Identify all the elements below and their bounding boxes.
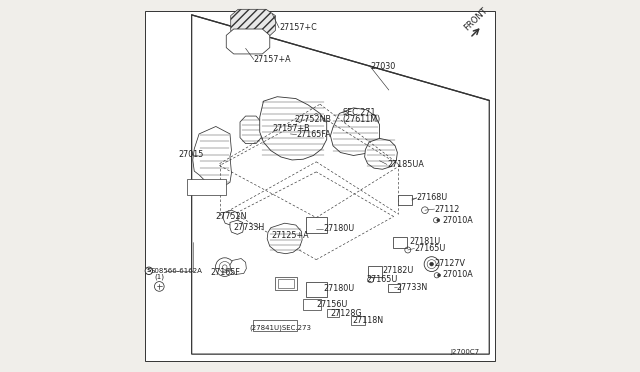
- Polygon shape: [330, 108, 380, 155]
- Polygon shape: [230, 220, 244, 234]
- Polygon shape: [191, 15, 489, 354]
- Text: 27165F: 27165F: [210, 268, 240, 277]
- Text: S: S: [147, 268, 151, 273]
- Text: 27752NB: 27752NB: [294, 115, 331, 124]
- Circle shape: [438, 274, 440, 277]
- Text: S08566-6162A: S08566-6162A: [150, 268, 202, 274]
- Bar: [397, 195, 412, 205]
- Bar: [306, 217, 326, 233]
- Bar: [388, 284, 399, 292]
- Text: 27112: 27112: [435, 205, 460, 214]
- Text: 27733N: 27733N: [397, 283, 428, 292]
- Text: 27165FA: 27165FA: [296, 130, 331, 139]
- Bar: [253, 320, 298, 331]
- Text: 27185UA: 27185UA: [387, 160, 424, 169]
- Text: 27118N: 27118N: [353, 316, 384, 325]
- Text: 27125+A: 27125+A: [271, 231, 309, 240]
- Text: 27015: 27015: [178, 150, 204, 159]
- Polygon shape: [260, 97, 326, 160]
- Bar: [327, 309, 339, 317]
- Text: J2700C7: J2700C7: [451, 349, 480, 355]
- Text: 27157+C: 27157+C: [279, 23, 317, 32]
- Text: (27620): (27620): [193, 186, 221, 193]
- Polygon shape: [231, 9, 275, 39]
- Polygon shape: [267, 223, 302, 254]
- Text: 27157+B: 27157+B: [273, 124, 310, 133]
- Text: 27128G: 27128G: [330, 309, 362, 318]
- Bar: [306, 282, 326, 297]
- Text: 27733H: 27733H: [233, 223, 264, 232]
- Polygon shape: [227, 29, 270, 54]
- Polygon shape: [230, 259, 246, 275]
- Text: 27168U: 27168U: [417, 193, 448, 202]
- Text: 27165U: 27165U: [415, 244, 446, 253]
- Text: 27010A: 27010A: [442, 216, 473, 225]
- Circle shape: [154, 282, 164, 291]
- Bar: [392, 237, 408, 248]
- Text: 27752N: 27752N: [215, 212, 246, 221]
- Bar: [278, 279, 294, 288]
- Circle shape: [437, 219, 440, 222]
- Circle shape: [216, 258, 234, 276]
- Bar: [275, 277, 296, 290]
- Text: (1): (1): [154, 274, 164, 280]
- Text: (27841U)SEC.273: (27841U)SEC.273: [250, 325, 311, 331]
- Text: 27181U: 27181U: [410, 237, 440, 246]
- Bar: [303, 299, 321, 310]
- Text: 27165U: 27165U: [366, 275, 397, 284]
- Polygon shape: [240, 116, 261, 144]
- Text: SEC.271: SEC.271: [342, 108, 376, 117]
- Text: (27611M): (27611M): [342, 115, 381, 124]
- Text: 27180U: 27180U: [323, 284, 354, 293]
- Text: 27156U: 27156U: [316, 300, 348, 309]
- Circle shape: [145, 267, 152, 275]
- Text: 27127V: 27127V: [435, 259, 465, 268]
- Text: 27010A: 27010A: [443, 270, 474, 279]
- Polygon shape: [365, 138, 397, 169]
- Circle shape: [424, 257, 439, 272]
- Text: 27180U: 27180U: [323, 224, 354, 233]
- Text: 27182U: 27182U: [383, 266, 414, 275]
- Text: 27030: 27030: [371, 62, 396, 71]
- Bar: [351, 316, 365, 325]
- Text: FRONT: FRONT: [462, 6, 489, 32]
- Polygon shape: [223, 210, 238, 225]
- Circle shape: [429, 262, 433, 266]
- Text: 27157+A: 27157+A: [254, 55, 291, 64]
- Bar: [188, 179, 227, 195]
- Bar: [367, 266, 383, 277]
- Text: SEC.271: SEC.271: [193, 180, 221, 186]
- Polygon shape: [193, 126, 232, 187]
